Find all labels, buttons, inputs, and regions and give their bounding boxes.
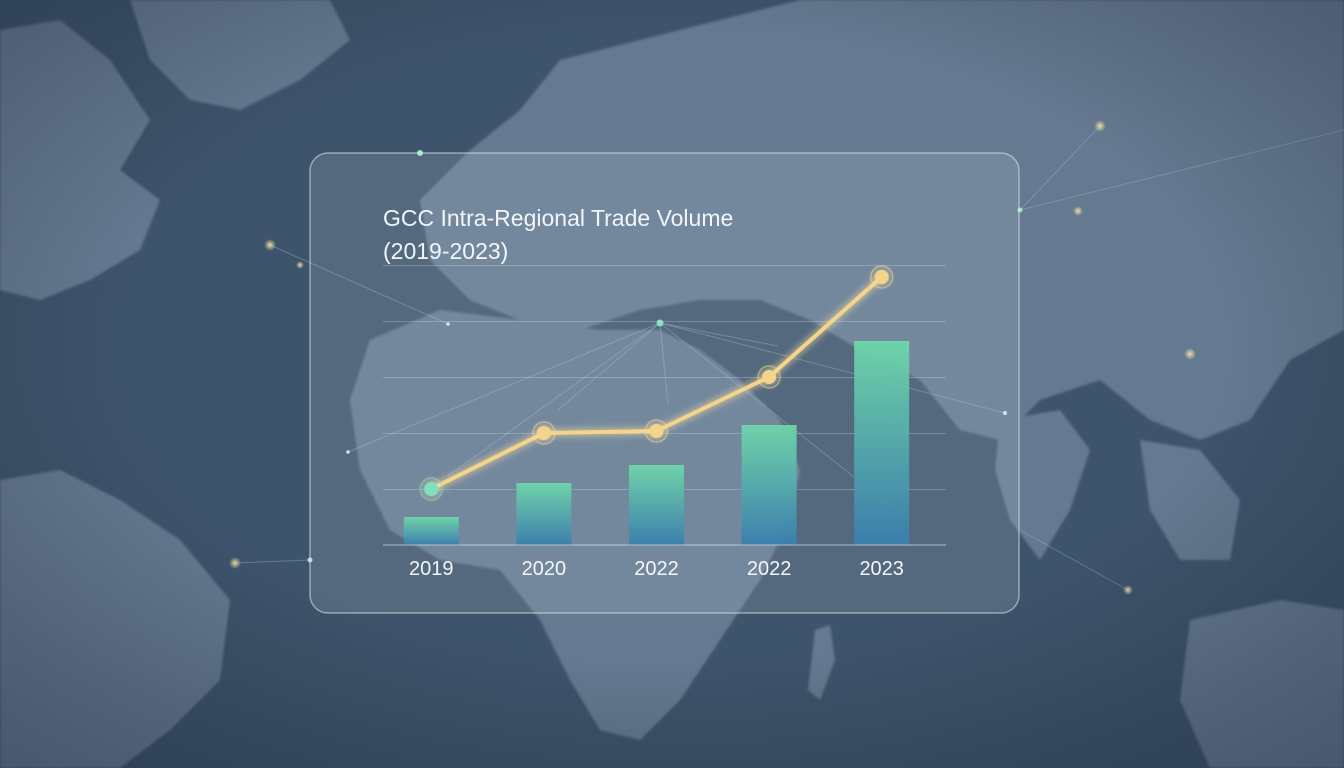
- data-point: [762, 370, 777, 384]
- chart-title: GCC Intra-Regional Trade Volume: [383, 205, 733, 231]
- marker-ring: [757, 365, 781, 389]
- bar-series: [403, 341, 910, 545]
- bar: [741, 425, 797, 545]
- x-tick-label: 2020: [522, 558, 567, 580]
- marker-ring: [644, 419, 669, 443]
- chart-panel: [309, 152, 1020, 614]
- marker-ring: [532, 421, 556, 445]
- data-point: [649, 424, 664, 438]
- x-tick-label: 2022: [747, 558, 792, 580]
- bar: [403, 517, 459, 545]
- x-tick-label: 2022: [634, 558, 679, 580]
- x-tick-labels: 2019 2020 2022 2022 2023: [409, 558, 904, 580]
- x-tick-label: 2019: [409, 558, 454, 580]
- marker-ring: [870, 265, 894, 289]
- data-point: [874, 270, 889, 284]
- bar: [854, 341, 910, 545]
- bar: [629, 465, 684, 545]
- bar: [516, 483, 572, 545]
- line-markers: [417, 263, 896, 503]
- data-point: [536, 426, 551, 440]
- x-tick-label: 2023: [859, 558, 904, 580]
- data-point: [424, 482, 439, 496]
- marker-ring: [419, 477, 443, 501]
- chart-subtitle: (2019-2023): [383, 238, 508, 264]
